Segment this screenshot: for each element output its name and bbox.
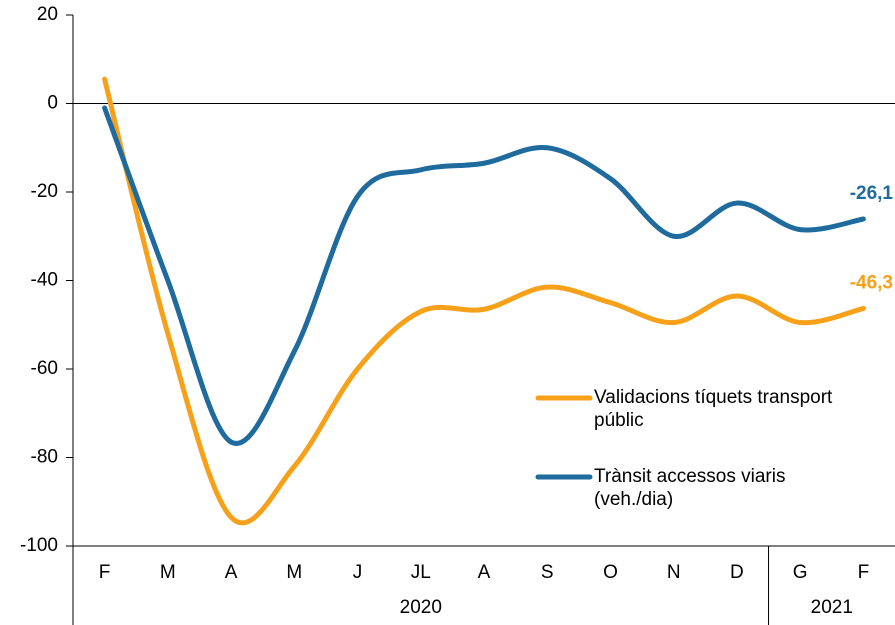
legend-label: Trànsit accessos viaris (veh./dia) bbox=[594, 466, 786, 510]
x-tick-label: N bbox=[667, 562, 681, 583]
y-tick-label: 0 bbox=[47, 93, 58, 114]
y-tick-label: 20 bbox=[37, 4, 58, 25]
x-tick-label: S bbox=[541, 562, 554, 583]
y-tick-label: -80 bbox=[31, 447, 58, 468]
data-label: -26,1 bbox=[850, 183, 894, 204]
x-tick-label: F bbox=[858, 562, 870, 583]
x-tick-label: M bbox=[286, 562, 302, 583]
x-tick-label: M bbox=[160, 562, 176, 583]
y-tick-label: -60 bbox=[31, 358, 58, 379]
x-tick-label: D bbox=[730, 562, 744, 583]
x-tick-label: J bbox=[353, 562, 363, 583]
x-group-label: 2020 bbox=[400, 597, 442, 618]
legend-label: Validacions tíquets transport públic bbox=[594, 387, 833, 431]
data-label: -46,3 bbox=[850, 272, 893, 293]
y-tick-label: -40 bbox=[31, 270, 58, 291]
y-tick-label: -100 bbox=[20, 535, 58, 556]
x-tick-label: A bbox=[225, 562, 238, 583]
y-tick-label: -20 bbox=[31, 181, 58, 202]
x-tick-label: JL bbox=[411, 562, 431, 583]
x-tick-label: A bbox=[478, 562, 491, 583]
line bbox=[102, 105, 866, 446]
x-group-label: 2021 bbox=[811, 597, 853, 618]
x-tick-label: F bbox=[99, 562, 111, 583]
x-tick-label: O bbox=[603, 562, 618, 583]
line bbox=[102, 76, 866, 526]
x-tick-label: G bbox=[793, 562, 808, 583]
